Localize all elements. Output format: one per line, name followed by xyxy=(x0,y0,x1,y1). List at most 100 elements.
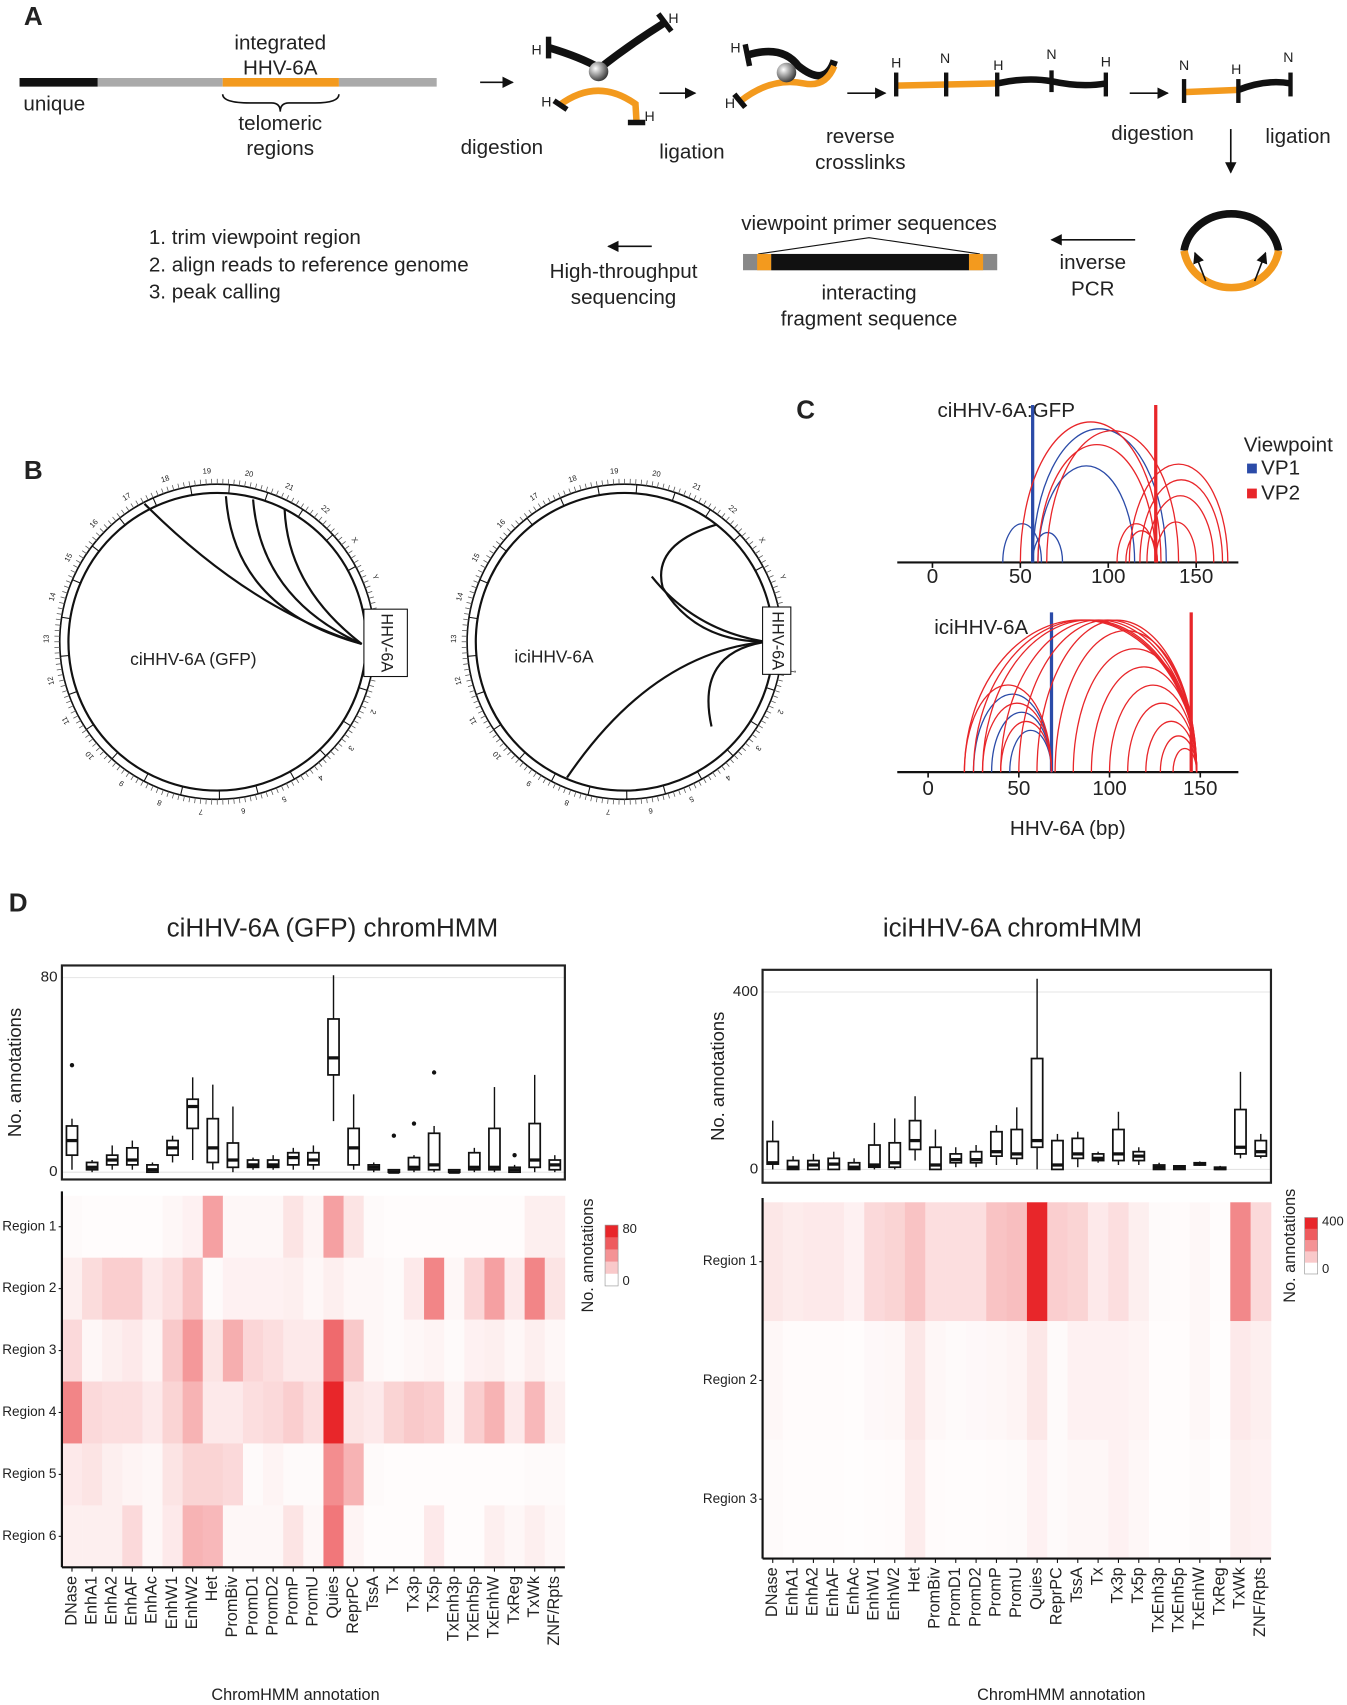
heatmap-cell xyxy=(242,1195,264,1259)
x-tick-label: DNase xyxy=(62,1576,80,1626)
ring-tick xyxy=(745,742,750,747)
ring-tick xyxy=(721,513,726,518)
ring-tick xyxy=(295,500,300,506)
row-label: Region 6 xyxy=(2,1528,56,1543)
x-tick-label: Tx3p xyxy=(1109,1567,1127,1603)
ring-tick xyxy=(507,750,512,756)
ring-tick xyxy=(254,794,258,800)
ring-tick xyxy=(62,591,68,594)
heatmap-cell xyxy=(762,1321,784,1441)
x-tick-label: EnhW2 xyxy=(183,1576,201,1629)
end-label: H xyxy=(1101,54,1111,70)
heatmap-cell xyxy=(965,1202,987,1322)
chromosome-divider xyxy=(358,687,368,691)
heatmap-cell xyxy=(444,1381,465,1444)
ring-tick xyxy=(678,789,681,796)
heatmap-cell xyxy=(242,1319,264,1382)
ring-tick xyxy=(285,495,290,501)
ring-tick xyxy=(763,715,769,719)
ring-tick xyxy=(358,710,364,714)
heatmap-cell xyxy=(464,1443,485,1506)
end-label: H xyxy=(993,57,1003,73)
row-label: Region 3 xyxy=(2,1342,56,1357)
heatmap-cell xyxy=(242,1443,264,1506)
chromosome-label: 22 xyxy=(727,503,739,515)
colorbar-step xyxy=(605,1225,619,1238)
x-axis-label: ChromHMM annotation xyxy=(211,1686,379,1704)
ring-tick xyxy=(542,777,547,784)
heatmap-cell xyxy=(864,1439,885,1559)
heatmap-cell xyxy=(303,1195,324,1259)
heatmap-cell xyxy=(803,1439,824,1559)
heatmap-cell xyxy=(504,1381,525,1444)
x-tick-label: EnhA2 xyxy=(103,1576,121,1625)
circos-plots: 12345678910111213141516171819202122XY123… xyxy=(42,466,798,816)
ring-tick xyxy=(573,486,577,493)
chromosome-label: 11 xyxy=(60,715,72,726)
heatmap-cell xyxy=(1128,1202,1150,1322)
ring-tick xyxy=(55,657,61,660)
ring-tick xyxy=(350,724,356,729)
label: fragment sequence xyxy=(781,308,958,331)
heatmap-cell xyxy=(1128,1439,1150,1559)
ring-tick xyxy=(770,580,776,584)
heatmap-cell xyxy=(122,1319,143,1382)
ring-tick xyxy=(733,524,739,529)
ring-tick xyxy=(507,528,512,533)
chromosome-divider xyxy=(550,773,556,782)
chart-title: iciHHV-6A chromHMM xyxy=(883,913,1142,943)
heatmap-cell xyxy=(1067,1202,1089,1322)
legend-title: Viewpoint xyxy=(1244,434,1333,457)
ring-tick xyxy=(466,601,472,605)
ring-tick xyxy=(568,789,572,796)
label: 2. align reads to reference genome xyxy=(149,253,469,276)
heatmap-cell xyxy=(82,1381,103,1444)
heatmap-cell xyxy=(263,1319,284,1382)
heatmap-cell xyxy=(182,1257,204,1320)
heatmap-cell xyxy=(162,1381,183,1444)
ring-tick xyxy=(62,690,68,693)
heatmap-cell xyxy=(323,1381,344,1444)
heatmap-cell xyxy=(884,1439,906,1559)
ring-tick xyxy=(656,795,659,802)
ring-tick xyxy=(486,724,492,729)
outlier xyxy=(69,1063,75,1068)
heatmap-cell xyxy=(1108,1321,1129,1441)
row-label: Region 5 xyxy=(2,1466,56,1481)
ring-tick xyxy=(499,536,505,541)
heatmap-cell xyxy=(1169,1439,1190,1559)
ring-tick xyxy=(135,500,139,506)
arc xyxy=(1116,523,1157,563)
chromosome-label: 21 xyxy=(691,481,702,493)
heatmap-cell xyxy=(986,1439,1007,1559)
colorbar-frame xyxy=(1304,1217,1318,1275)
box xyxy=(327,1018,340,1076)
chromosome-divider xyxy=(264,492,269,501)
ring-tick xyxy=(640,479,643,486)
heatmap-cell xyxy=(162,1443,183,1506)
heatmap-cell xyxy=(843,1439,865,1559)
heatmap-cell xyxy=(504,1319,525,1382)
x-tick-label: Tx5p xyxy=(424,1576,442,1612)
ring-tick xyxy=(703,500,707,506)
outlier xyxy=(411,1121,417,1126)
ring-tick xyxy=(568,488,572,494)
heatmap-cell xyxy=(1148,1439,1170,1559)
ring-tick xyxy=(688,785,692,791)
heatmap-cell xyxy=(1230,1321,1251,1441)
heatmap-cell xyxy=(383,1257,405,1320)
chromosome-divider xyxy=(696,771,703,780)
heatmap-cell xyxy=(1230,1439,1251,1559)
ring-tick xyxy=(464,668,470,671)
heatmap-cell xyxy=(323,1195,344,1259)
row-label: Region 1 xyxy=(703,1253,757,1268)
chromosome-label: 7 xyxy=(198,807,203,816)
label: digestion xyxy=(461,136,544,159)
panel-label: D xyxy=(9,888,28,918)
label: 1. trim viewpoint region xyxy=(149,226,361,249)
ring-tick xyxy=(326,754,331,760)
heatmap-cell xyxy=(464,1505,485,1568)
heatmap-cell xyxy=(1128,1321,1150,1441)
ring-tick xyxy=(81,729,87,734)
x-tick-label: EnhW1 xyxy=(163,1576,181,1629)
